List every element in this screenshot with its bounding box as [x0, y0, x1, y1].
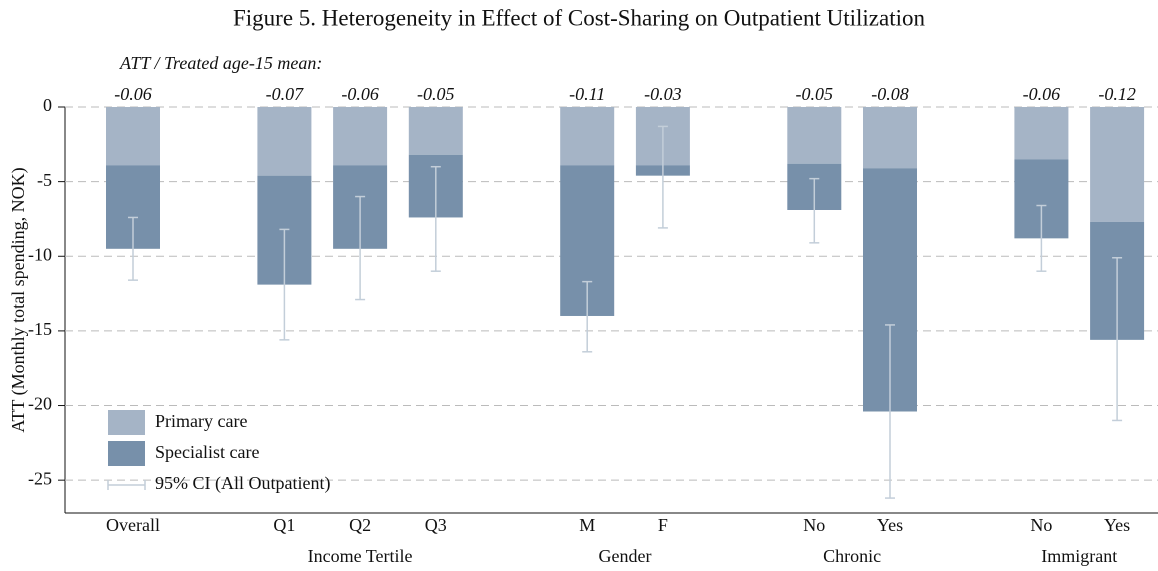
x-tick-label: Yes — [1104, 515, 1130, 535]
error-bar — [657, 125, 668, 229]
error-bar — [355, 195, 366, 301]
x-tick-label: Q2 — [349, 515, 371, 535]
x-tick-label: M — [579, 515, 595, 535]
bar-segment — [863, 107, 917, 169]
att-ratio-label: -0.08 — [871, 84, 909, 104]
bar-segment — [560, 107, 615, 166]
bar-segment — [257, 107, 312, 176]
x-tick-label: Q3 — [425, 515, 447, 535]
y-tick-label: -15 — [28, 319, 52, 339]
att-ratio-label: -0.12 — [1098, 84, 1136, 104]
x-tick-label: Q1 — [273, 515, 295, 535]
legend-label: 95% CI (All Outpatient) — [155, 473, 330, 494]
group-label: Income Tertile — [308, 546, 413, 566]
group-label: Chronic — [823, 546, 881, 566]
chart-title: Figure 5. Heterogeneity in Effect of Cos… — [233, 5, 925, 30]
group-label: Immigrant — [1041, 546, 1117, 566]
legend-label: Specialist care — [155, 442, 259, 462]
error-bar — [1112, 257, 1123, 422]
error-bar — [885, 324, 895, 499]
bar-segment — [1090, 107, 1145, 222]
y-tick-label: -20 — [28, 394, 52, 414]
legend-swatch — [108, 441, 145, 466]
att-ratio-label: -0.06 — [1023, 84, 1061, 104]
att-ratio-label: -0.03 — [644, 84, 682, 104]
annotation-title: ATT / Treated age-15 mean: — [119, 53, 322, 73]
att-ratio-label: -0.11 — [569, 84, 605, 104]
bar-segment — [106, 107, 160, 166]
error-bar — [430, 165, 441, 272]
legend-label: Primary care — [155, 411, 247, 431]
y-tick-label: -25 — [28, 468, 52, 488]
att-ratio-label: -0.06 — [341, 84, 379, 104]
x-tick-label: No — [803, 515, 825, 535]
error-bar — [128, 216, 138, 281]
legend-swatch — [108, 410, 145, 435]
att-ratio-label: -0.06 — [114, 84, 152, 104]
error-bar — [582, 280, 593, 353]
x-tick-label: Yes — [877, 515, 903, 535]
bar-segment — [787, 107, 842, 164]
x-tick-label: F — [658, 515, 668, 535]
att-ratio-label: -0.05 — [417, 84, 455, 104]
x-tick-label: Overall — [106, 515, 160, 535]
att-ratio-label: -0.05 — [796, 84, 834, 104]
y-tick-label: -5 — [37, 170, 52, 190]
x-tick-label: No — [1030, 515, 1052, 535]
error-bar — [809, 177, 820, 244]
att-ratio-label: -0.07 — [266, 84, 304, 104]
y-tick-label: 0 — [43, 95, 52, 115]
error-bar — [279, 228, 290, 341]
y-tick-label: -10 — [28, 244, 52, 264]
group-label: Gender — [599, 546, 652, 566]
y-axis-label: ATT (Monthly total spending, NOK) — [8, 167, 29, 432]
bar-segment — [1014, 107, 1069, 160]
error-bar — [1036, 204, 1047, 272]
bar-segment — [333, 107, 388, 166]
bar-segment — [408, 107, 463, 155]
